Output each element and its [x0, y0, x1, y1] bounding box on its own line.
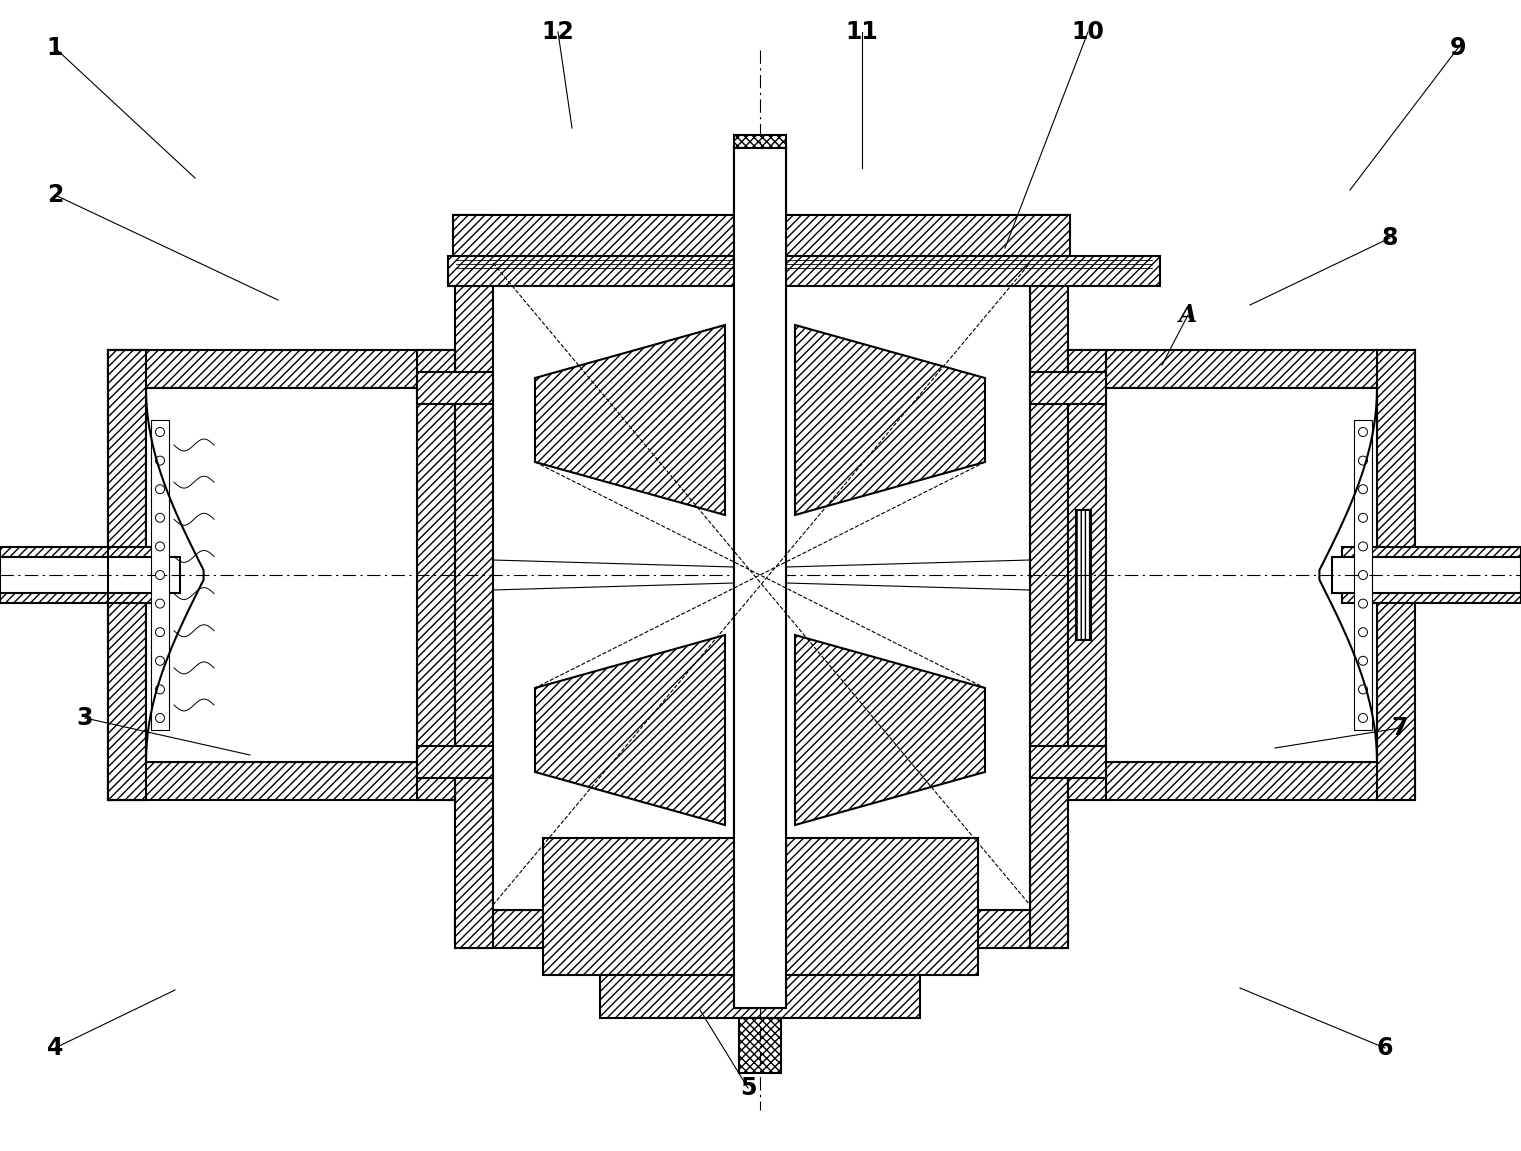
- Text: 7: 7: [1392, 716, 1408, 740]
- Circle shape: [155, 542, 164, 551]
- Polygon shape: [795, 635, 986, 825]
- Text: 6: 6: [1377, 1036, 1393, 1060]
- Bar: [735, 148, 786, 1008]
- Bar: [0, 547, 160, 603]
- Bar: [1377, 350, 1415, 800]
- Bar: [1075, 510, 1091, 640]
- Bar: [455, 910, 1068, 948]
- Bar: [493, 258, 1030, 910]
- Bar: [599, 975, 920, 1017]
- Bar: [1354, 420, 1372, 730]
- Circle shape: [155, 513, 164, 523]
- Circle shape: [155, 427, 164, 436]
- Circle shape: [155, 600, 164, 608]
- Bar: [1068, 350, 1415, 388]
- Text: 12: 12: [541, 20, 575, 44]
- Text: 9: 9: [1450, 36, 1466, 60]
- Bar: [1106, 388, 1377, 762]
- Bar: [1030, 215, 1068, 948]
- Bar: [735, 148, 786, 1008]
- Circle shape: [155, 656, 164, 665]
- Circle shape: [1358, 513, 1367, 523]
- Bar: [455, 215, 493, 948]
- Bar: [543, 838, 978, 975]
- Bar: [735, 135, 786, 153]
- Circle shape: [155, 714, 164, 723]
- Bar: [151, 420, 169, 730]
- Circle shape: [1358, 714, 1367, 723]
- Circle shape: [1358, 542, 1367, 551]
- Bar: [739, 1017, 780, 1073]
- Text: 8: 8: [1381, 226, 1398, 250]
- Circle shape: [1358, 627, 1367, 637]
- Polygon shape: [795, 325, 986, 514]
- Bar: [417, 746, 493, 778]
- Bar: [453, 215, 1069, 258]
- Bar: [739, 153, 780, 215]
- Text: 11: 11: [846, 20, 878, 44]
- Text: 1: 1: [47, 36, 64, 60]
- Bar: [108, 350, 146, 800]
- Text: A: A: [1179, 303, 1197, 327]
- Text: 4: 4: [47, 1036, 64, 1060]
- Bar: [0, 557, 179, 593]
- Text: 10: 10: [1072, 20, 1104, 44]
- Bar: [455, 215, 1068, 253]
- Bar: [417, 372, 493, 404]
- Bar: [1332, 557, 1521, 593]
- Bar: [1342, 547, 1521, 603]
- Text: 3: 3: [76, 706, 93, 730]
- Polygon shape: [535, 325, 726, 514]
- Circle shape: [1358, 656, 1367, 665]
- Text: 2: 2: [47, 183, 64, 207]
- Bar: [108, 762, 455, 800]
- Bar: [417, 350, 455, 800]
- Bar: [108, 350, 455, 388]
- Polygon shape: [535, 635, 726, 825]
- Circle shape: [155, 627, 164, 637]
- Circle shape: [155, 456, 164, 465]
- Text: 5: 5: [739, 1076, 756, 1100]
- Bar: [1068, 350, 1106, 800]
- Bar: [1030, 746, 1106, 778]
- Circle shape: [155, 685, 164, 694]
- Circle shape: [1358, 485, 1367, 494]
- Bar: [1068, 762, 1415, 800]
- Circle shape: [1358, 685, 1367, 694]
- Bar: [1030, 372, 1106, 404]
- Circle shape: [1358, 427, 1367, 436]
- Circle shape: [1358, 571, 1367, 579]
- Circle shape: [155, 571, 164, 579]
- Circle shape: [1358, 456, 1367, 465]
- Circle shape: [1358, 600, 1367, 608]
- Bar: [146, 388, 417, 762]
- Bar: [449, 256, 1161, 285]
- Circle shape: [155, 485, 164, 494]
